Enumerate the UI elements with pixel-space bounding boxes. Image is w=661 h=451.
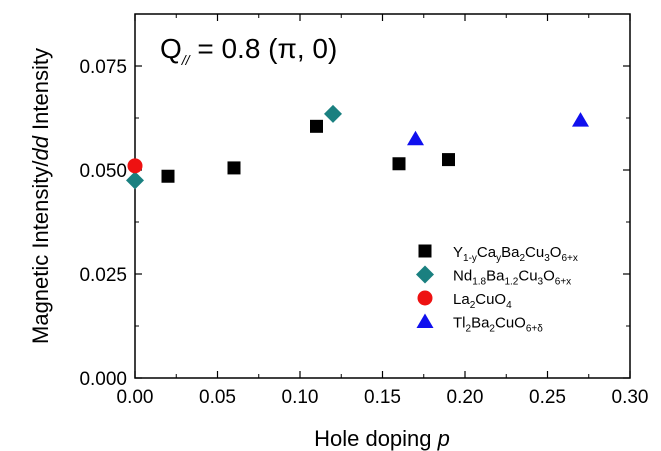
y-tick-label: 0.075 (79, 57, 127, 78)
x-tick-label: 0.15 (364, 387, 401, 408)
y-tick-label: 0.025 (79, 265, 127, 286)
legend-label-part: Nd (453, 268, 472, 285)
legend-label-part: O (543, 268, 555, 285)
legend-diamond-marker (416, 265, 434, 284)
axis-ticks: 0.00 0.05 0.10 0.15 0.20 0.25 0.30 0.000 0.025 0.… (79, 14, 648, 408)
annotation-subscript: // (181, 52, 192, 68)
legend-label-part: 1.8 (472, 277, 486, 288)
legend-label-part: 6+δ (526, 324, 543, 335)
legend-label-part: 2 (489, 324, 495, 335)
chart-annotation: Q// = 0.8 (π, 0) (160, 33, 337, 68)
square-data-point (227, 161, 241, 175)
legend-label-part: Ba (486, 268, 505, 285)
x-tick-label: 0.30 (612, 387, 649, 408)
legend-label-part: Cu (518, 268, 537, 285)
legend-label-part: 1.2 (504, 277, 518, 288)
diamond-data-point (126, 171, 144, 190)
x-tick-label: 0.20 (447, 387, 484, 408)
legend-circle-marker (417, 290, 433, 306)
legend-label-part: Tl (453, 315, 466, 332)
legend-label-part: 6+x (555, 277, 571, 288)
legend-label: Y1-yCayBa2Cu3O6+x (453, 244, 578, 264)
legend-label-part: 6+x (561, 253, 577, 264)
legend: Y1-yCayBa2Cu3O6+xNd1.8Ba1.2Cu3O6+xLa2CuO… (416, 244, 578, 335)
square-data-point (442, 153, 455, 167)
legend-label: La2CuO4 (453, 291, 512, 311)
legend-label: Nd1.8Ba1.2Cu3O6+x (453, 268, 571, 288)
x-axis-title-text: Hole doping (314, 426, 438, 451)
y-tick-label: 0.050 (79, 161, 127, 182)
square-data-point (161, 169, 175, 183)
legend-label: Tl2Ba2CuO6+δ (453, 315, 543, 335)
legend-label-part: 1-y (463, 253, 477, 264)
legend-label-part: La (453, 291, 470, 308)
legend-label-part: 3 (538, 277, 544, 288)
legend-label-part: Cu (525, 244, 544, 261)
square-data-point (310, 119, 323, 133)
legend-label-part: Ba (501, 244, 520, 261)
x-axis-title-italic: p (437, 426, 450, 451)
legend-label-part: 2 (470, 300, 476, 311)
y-axis-title: Magnetic Intensity/dd Intensity (28, 48, 53, 344)
legend-label-part: Ba (471, 315, 490, 332)
x-tick-label: 0.25 (529, 387, 566, 408)
x-tick-label: 0.10 (282, 387, 319, 408)
legend-label-part: CuO (475, 291, 506, 308)
plot-frame (134, 13, 631, 379)
legend-triangle-marker (416, 313, 434, 328)
y-axis-title-pre: Magnetic Intensity/ (28, 160, 53, 344)
legend-square-marker (418, 244, 432, 258)
legend-label-part: 3 (544, 253, 550, 264)
y-tick-label: 0.000 (79, 369, 127, 390)
x-tick-label: 0.00 (117, 387, 154, 408)
annotation-main: Q (160, 33, 182, 64)
data-points (126, 104, 589, 190)
x-axis-title: Hole doping p (314, 426, 450, 451)
legend-label-part: 2 (466, 324, 472, 335)
legend-label-part: y (496, 253, 501, 264)
legend-label-part: O (550, 244, 562, 261)
annotation-rest: = 0.8 (π, 0) (190, 33, 338, 64)
legend-label-part: 2 (519, 253, 525, 264)
x-tick-label: 0.05 (199, 387, 236, 408)
legend-label-part: Ca (477, 244, 497, 261)
diamond-data-point (324, 104, 342, 123)
legend-label-part: Y (453, 244, 463, 261)
triangle-data-point (572, 112, 589, 127)
square-data-point (392, 157, 406, 171)
y-axis-title-italic: dd (28, 135, 53, 160)
triangle-data-point (407, 130, 424, 146)
y-axis-title-post: Intensity (28, 48, 53, 136)
legend-label-part: CuO (495, 315, 526, 332)
legend-label-part: 4 (506, 300, 512, 311)
circle-data-point (127, 158, 143, 174)
